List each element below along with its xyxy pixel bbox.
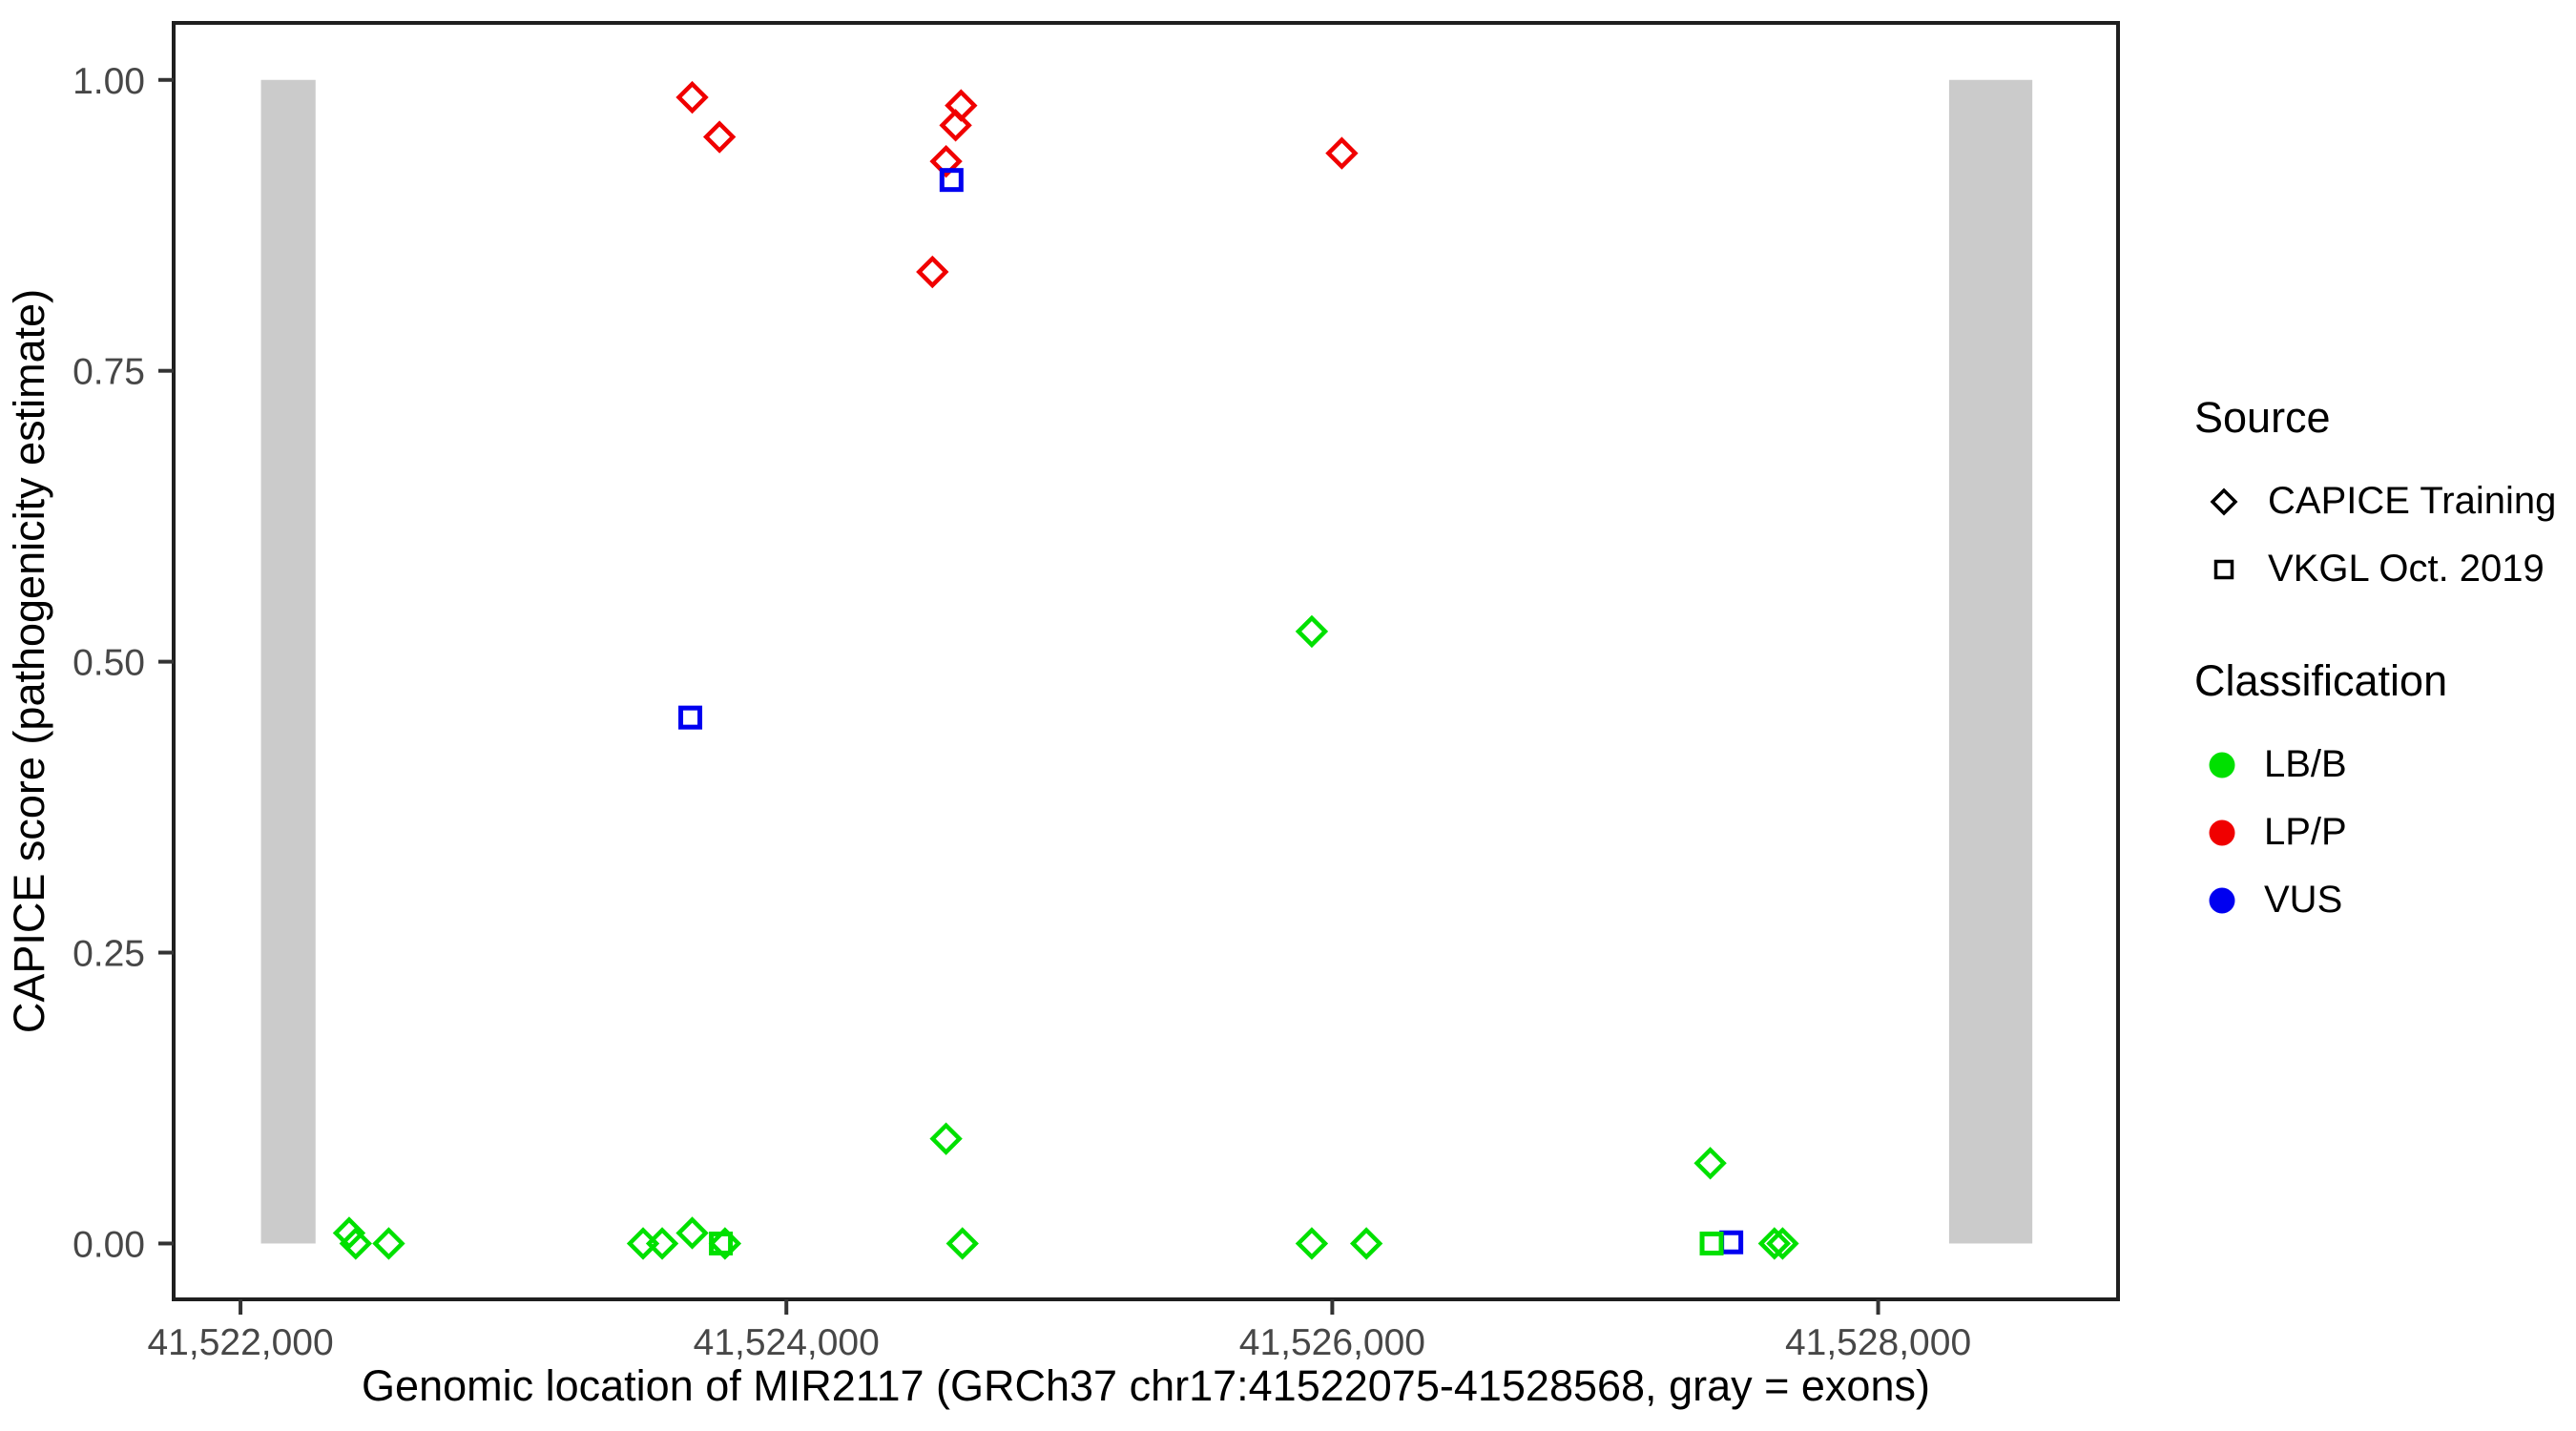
data-point bbox=[945, 1227, 979, 1260]
data-point bbox=[1693, 1147, 1727, 1180]
data-point bbox=[678, 705, 703, 730]
data-point bbox=[372, 1227, 405, 1260]
legend-classification: Classification LB/B LP/P VUS bbox=[2194, 656, 2447, 934]
data-point bbox=[939, 168, 964, 193]
data-point bbox=[1757, 1227, 1792, 1260]
data-point bbox=[332, 1216, 366, 1250]
y-tick-label: 0.50 bbox=[73, 643, 145, 684]
data-point bbox=[645, 1227, 679, 1260]
diamond-icon bbox=[2210, 487, 2238, 515]
legend-item-label: LP/P bbox=[2264, 811, 2347, 853]
legend-item-label: LB/B bbox=[2264, 743, 2347, 785]
data-point bbox=[939, 109, 972, 142]
data-point bbox=[702, 120, 737, 154]
data-point bbox=[929, 144, 963, 178]
legend-item-label: VUS bbox=[2264, 879, 2343, 921]
square-icon bbox=[2213, 559, 2234, 579]
y-tick-label: 0.00 bbox=[73, 1224, 145, 1265]
data-point bbox=[1719, 1230, 1744, 1255]
legend-item-capice-training: CAPICE Training bbox=[2194, 467, 2556, 535]
legend-source: Source CAPICE Training VKGL Oct. 2019 bbox=[2194, 393, 2556, 603]
axis-ticks: 41,522,000 41,524,000 41,526,000 41,528,000… bbox=[73, 61, 1971, 1363]
y-tick-label: 0.75 bbox=[73, 352, 145, 393]
data-point bbox=[675, 80, 709, 114]
x-tick-label: 41,526,000 bbox=[1239, 1322, 1425, 1363]
x-tick-label: 41,524,000 bbox=[694, 1322, 880, 1363]
legend-item-vkgl: VKGL Oct. 2019 bbox=[2194, 535, 2556, 603]
data-point bbox=[1295, 1227, 1329, 1260]
data-point bbox=[339, 1227, 372, 1260]
data-point bbox=[1766, 1227, 1799, 1260]
data-point bbox=[709, 1231, 734, 1255]
exon-bar bbox=[260, 79, 316, 1244]
x-tick-label: 41,522,000 bbox=[147, 1322, 333, 1363]
legend-item-label: CAPICE Training bbox=[2268, 480, 2557, 522]
data-point bbox=[626, 1227, 660, 1260]
data-point bbox=[1295, 614, 1329, 649]
data-point bbox=[1325, 136, 1359, 170]
exon-bar bbox=[1948, 79, 2033, 1244]
data-point bbox=[929, 1122, 963, 1155]
y-tick-label: 0.25 bbox=[73, 934, 145, 975]
x-axis-title: Genomic location of MIR2117 (GRCh37 chr1… bbox=[362, 1361, 1930, 1410]
legend-item-label: VKGL Oct. 2019 bbox=[2268, 548, 2545, 590]
blue-dot-icon bbox=[2209, 887, 2235, 913]
exon-bars bbox=[260, 79, 2033, 1244]
y-axis-title: CAPICE score (pathogenicity estimate) bbox=[5, 289, 53, 1033]
y-tick-label: 1.00 bbox=[73, 61, 145, 102]
legend-item-vus: VUS bbox=[2194, 866, 2447, 934]
data-points bbox=[332, 80, 1799, 1260]
data-point bbox=[1699, 1231, 1724, 1255]
green-dot-icon bbox=[2209, 752, 2235, 778]
data-point bbox=[916, 255, 949, 289]
plot-panel bbox=[172, 21, 2120, 1301]
legend-source-title: Source bbox=[2194, 393, 2331, 442]
legend-item-lpp: LP/P bbox=[2194, 798, 2447, 866]
red-dot-icon bbox=[2209, 819, 2235, 845]
x-tick-label: 41,528,000 bbox=[1785, 1322, 1971, 1363]
data-point bbox=[708, 1227, 742, 1260]
legend-item-lbb: LB/B bbox=[2194, 731, 2447, 798]
legend-classification-title: Classification bbox=[2194, 656, 2448, 705]
data-point bbox=[675, 1216, 709, 1250]
data-point bbox=[1349, 1227, 1383, 1260]
